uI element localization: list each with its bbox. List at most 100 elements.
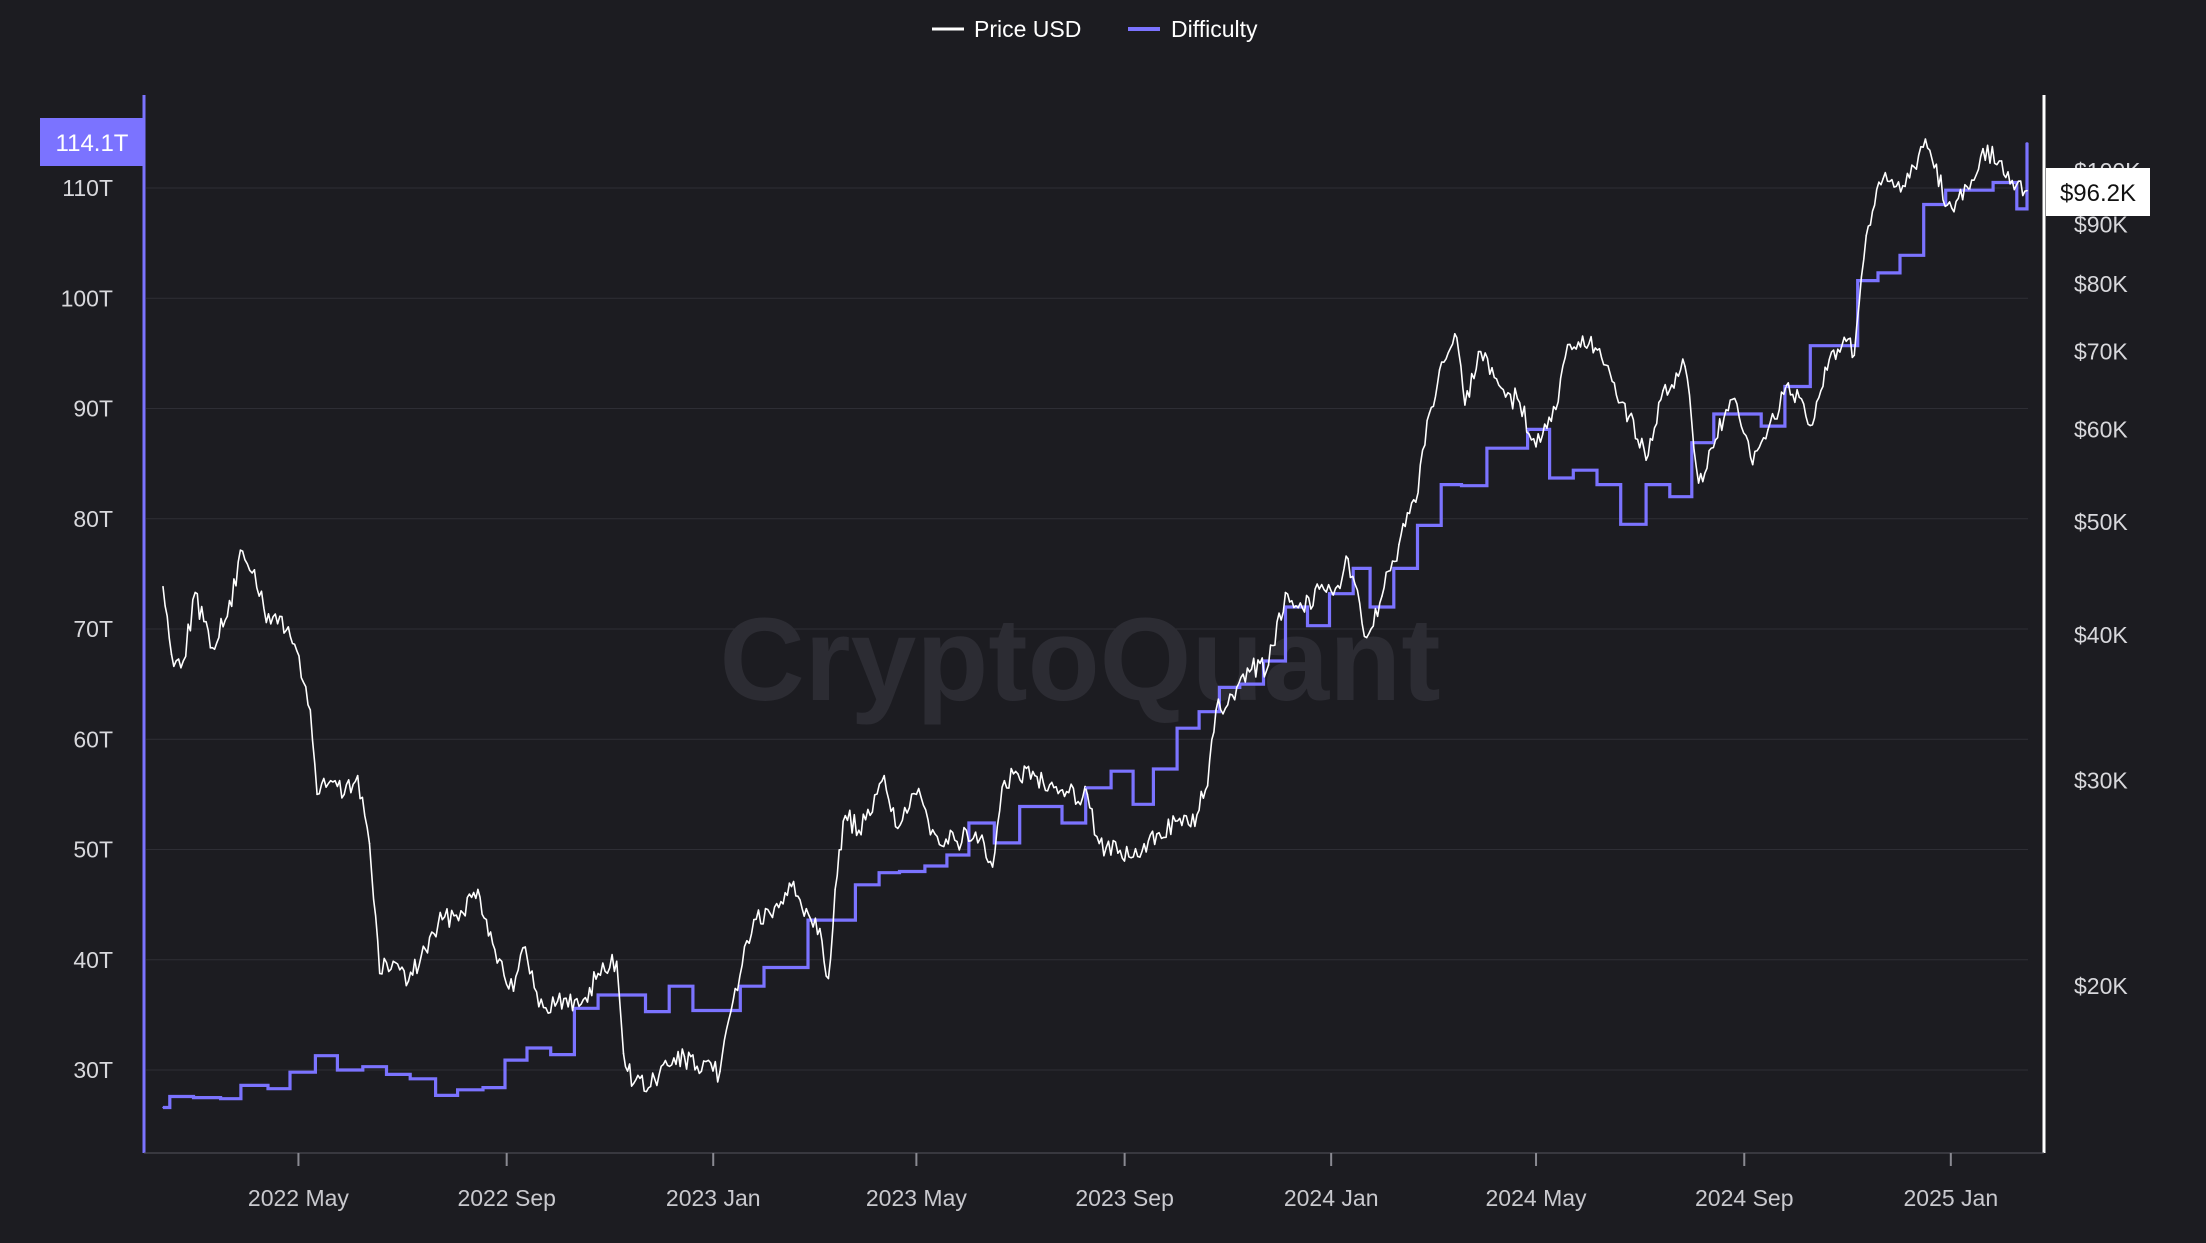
difficulty-point [2016, 208, 2018, 210]
y-right-tick-label: $50K [2074, 509, 2128, 535]
difficulty-point [549, 1053, 552, 1056]
x-axis: 2022 May 2022 Sep 2023 Jan 2023 May 2023 Sep… [144, 1152, 2044, 1211]
price-point [1684, 365, 1686, 368]
y-left-tick-label: 100T [61, 285, 113, 311]
price-point [524, 946, 527, 948]
difficulty-point [1809, 344, 1812, 347]
price-point [194, 591, 196, 594]
price-point [1189, 825, 1192, 828]
price-point [392, 960, 395, 963]
price-point [1982, 147, 1984, 150]
difficulty-point [434, 1094, 437, 1097]
current-price-value: $96.2K [2060, 180, 2136, 207]
price-point [2009, 183, 2011, 185]
price-point [295, 649, 298, 652]
difficulty-point [1416, 524, 1419, 527]
difficulty-point [1176, 727, 1178, 730]
price-point [1662, 389, 1664, 392]
price-point [1611, 380, 1614, 383]
price-point [1853, 354, 1856, 357]
price-point [597, 972, 599, 975]
price-series-line [162, 138, 2028, 1093]
difficulty-point [739, 985, 742, 988]
price-point [1594, 347, 1597, 349]
price-point [719, 1070, 721, 1073]
price-point [1017, 773, 1019, 775]
price-point [834, 888, 836, 891]
difficulty-point [1218, 686, 1221, 689]
difficulty-point [715, 1009, 718, 1012]
price-point [1284, 591, 1287, 594]
x-tick-label: 2025 Jan [1903, 1185, 1998, 1211]
difficulty-point [267, 1087, 269, 1090]
price-point [1697, 482, 1700, 484]
difficulty-point [668, 985, 671, 988]
price-point [1535, 446, 1537, 448]
price-point [1398, 543, 1400, 546]
y-right-tick-label: $60K [2074, 417, 2128, 443]
difficulty-point [1037, 805, 1040, 808]
price-point [871, 811, 874, 813]
price-point [1301, 607, 1304, 609]
y-left-tick-label: 90T [73, 396, 113, 422]
price-point [683, 1055, 686, 1058]
difficulty-point [1668, 495, 1671, 498]
price-point [2026, 189, 2028, 192]
price-point [309, 709, 312, 711]
difficulty-point [1784, 385, 1786, 388]
difficulty-point [573, 1007, 576, 1010]
price-point [1714, 439, 1717, 441]
price-point [1155, 833, 1158, 835]
current-difficulty-badge: 114.1T [40, 118, 144, 166]
y-left-tick-label: 110T [62, 175, 113, 201]
difficulty-point [192, 1096, 195, 1099]
price-point [1882, 177, 1884, 180]
difficulty-point [1238, 683, 1241, 685]
x-tick-label: 2024 Jan [1284, 1185, 1379, 1211]
y-right-tick-label: $80K [2074, 271, 2128, 297]
price-point [1628, 415, 1630, 418]
price-point [1051, 781, 1053, 784]
price-point [1215, 709, 1217, 711]
legend-item-price[interactable]: Price USD [932, 16, 1081, 42]
price-point [1318, 588, 1321, 590]
difficulty-point [946, 854, 948, 856]
difficulty-point [289, 1071, 291, 1074]
price-point [1250, 668, 1253, 670]
price-point [241, 550, 244, 552]
difficulty-point [1619, 523, 1622, 526]
y-left-tick-label: 80T [73, 506, 113, 532]
price-point [1347, 557, 1349, 560]
price-point [753, 918, 755, 921]
price-point [622, 1052, 625, 1055]
price-point [162, 585, 164, 588]
price-point [1267, 664, 1270, 666]
legend-item-difficulty[interactable]: Difficulty [1128, 16, 1258, 42]
x-tick-label: 2022 Sep [457, 1185, 555, 1211]
difficulty-point [1328, 592, 1331, 595]
price-point [2000, 160, 2003, 162]
price-point [934, 833, 936, 835]
price-point [1464, 404, 1466, 406]
difficulty-point [898, 870, 901, 873]
price-point [1569, 343, 1571, 346]
price-point [858, 829, 860, 832]
price-point [1904, 185, 1906, 188]
difficulty-point [924, 865, 926, 867]
current-difficulty-badge-bg [40, 118, 144, 166]
left-axis: 30T 40T 50T 60T 70T 80T 90T 100T 110T [61, 95, 146, 1153]
difficulty-point [1899, 254, 1901, 257]
difficulty-point [1306, 624, 1309, 627]
price-point [666, 1064, 669, 1067]
price-point [805, 907, 808, 910]
price-point [1767, 428, 1769, 431]
price-point [1843, 336, 1845, 339]
difficulty-point [692, 1009, 694, 1012]
price-point [494, 948, 496, 951]
price-point [1233, 698, 1236, 701]
y-right-tick-label: $30K [2074, 768, 2128, 794]
difficulty-point [1504, 447, 1507, 449]
y-right-tick-label: $20K [2074, 973, 2128, 999]
